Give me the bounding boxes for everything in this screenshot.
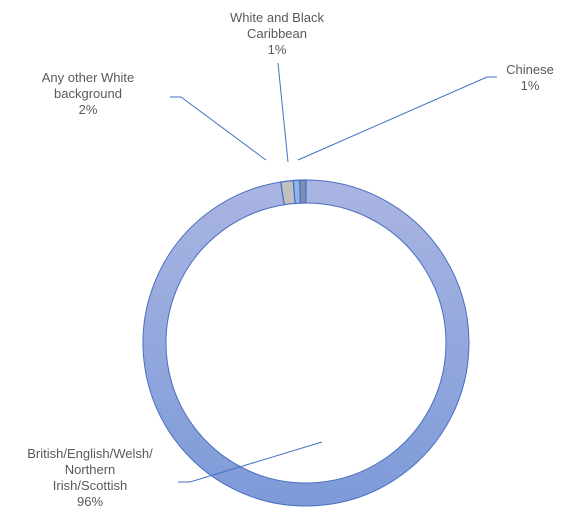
- leader-line-1: [178, 441, 323, 483]
- data-label-1-line-4: 96%: [77, 494, 103, 509]
- data-label-2: Any other White background 2%: [42, 70, 135, 117]
- leader-line-2: [170, 96, 267, 161]
- chart-slices: [142, 179, 470, 507]
- data-label-3-line-3: 1%: [268, 42, 287, 57]
- data-label-4-line-1: Chinese: [506, 62, 554, 77]
- data-labels: British/English/Welsh/Northern Irish/Scot…: [27, 10, 554, 509]
- data-label-2-line-3: 2%: [79, 102, 98, 117]
- data-label-2-line-1: Any other White: [42, 70, 135, 85]
- data-label-1-line-2: Northern: [65, 462, 116, 477]
- leader-lines: [170, 62, 497, 483]
- data-label-4-line-2: 1%: [521, 78, 540, 93]
- slice-1: [142, 179, 470, 507]
- data-label-3-line-1: White and Black: [230, 10, 324, 25]
- data-label-2-line-2: background: [54, 86, 122, 101]
- data-label-1: British/English/Welsh/Northern Irish/Scot…: [27, 446, 153, 509]
- data-label-3: White and Black Caribbean 1%: [230, 10, 324, 57]
- leader-line-3: [277, 62, 289, 163]
- leader-line-4: [297, 76, 497, 161]
- slice-4: [299, 179, 307, 204]
- data-label-3-line-2: Caribbean: [247, 26, 307, 41]
- data-label-1-line-1: British/English/Welsh/: [27, 446, 153, 461]
- data-label-4: Chinese 1%: [506, 62, 554, 93]
- data-label-1-line-3: Irish/Scottish: [53, 478, 127, 493]
